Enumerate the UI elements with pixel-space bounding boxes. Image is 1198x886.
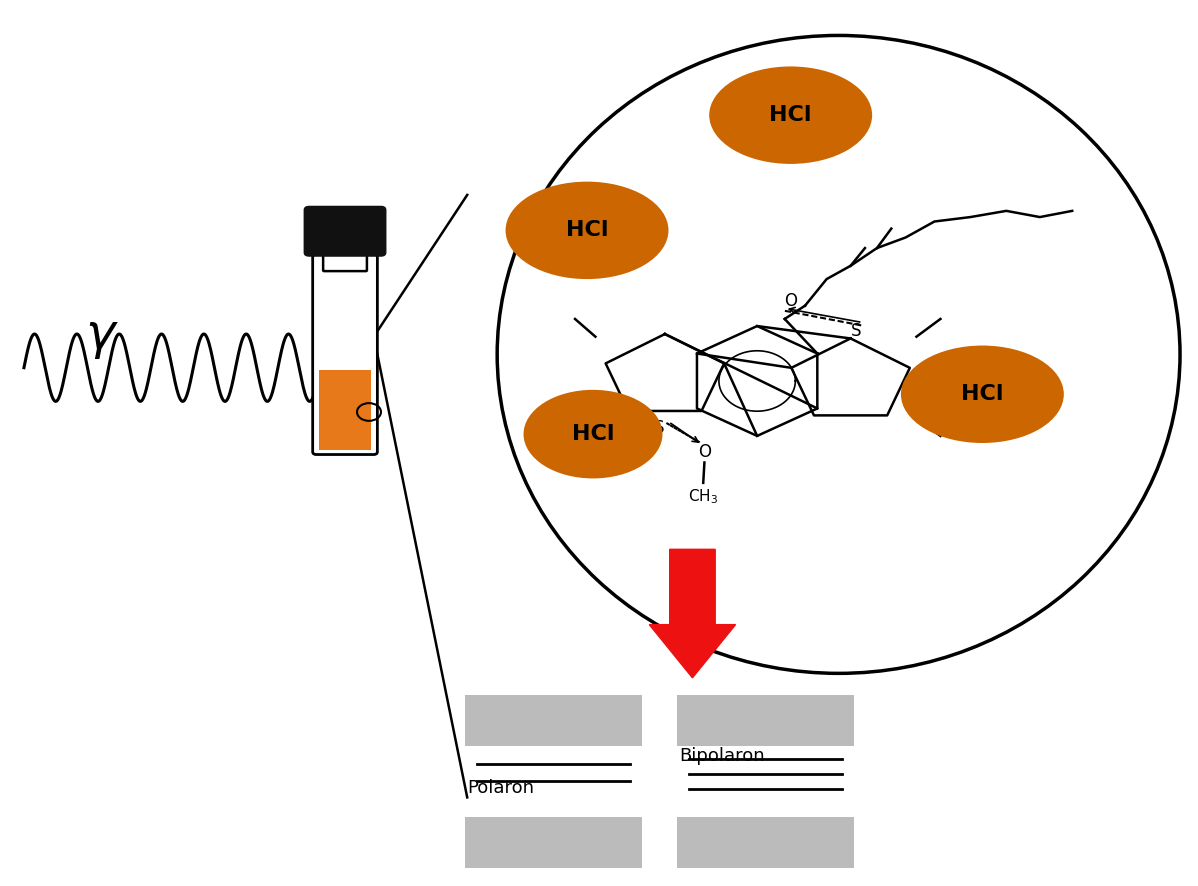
Ellipse shape: [497, 35, 1180, 673]
Text: Bipolaron: Bipolaron: [679, 747, 764, 765]
Bar: [465, 817, 642, 868]
Text: HCl: HCl: [571, 424, 615, 444]
Ellipse shape: [524, 390, 662, 478]
Text: HCl: HCl: [769, 105, 812, 125]
FancyBboxPatch shape: [313, 254, 377, 455]
Ellipse shape: [709, 66, 872, 164]
Text: HCl: HCl: [565, 221, 609, 240]
Text: S: S: [852, 323, 861, 340]
Text: O: O: [785, 292, 797, 310]
Text: $\mathrm{CH_3}$: $\mathrm{CH_3}$: [688, 486, 719, 506]
Text: Polaron: Polaron: [467, 779, 534, 797]
Bar: [465, 695, 642, 746]
FancyBboxPatch shape: [304, 206, 386, 256]
Ellipse shape: [901, 346, 1064, 443]
Text: $\gamma$: $\gamma$: [85, 312, 119, 361]
Text: O: O: [698, 443, 710, 461]
FancyBboxPatch shape: [323, 245, 367, 271]
Bar: [319, 370, 371, 450]
FancyArrow shape: [649, 549, 736, 678]
Bar: [677, 695, 854, 746]
Ellipse shape: [506, 182, 668, 279]
Text: HCl: HCl: [961, 385, 1004, 404]
Bar: [677, 817, 854, 868]
Text: S: S: [654, 419, 664, 437]
